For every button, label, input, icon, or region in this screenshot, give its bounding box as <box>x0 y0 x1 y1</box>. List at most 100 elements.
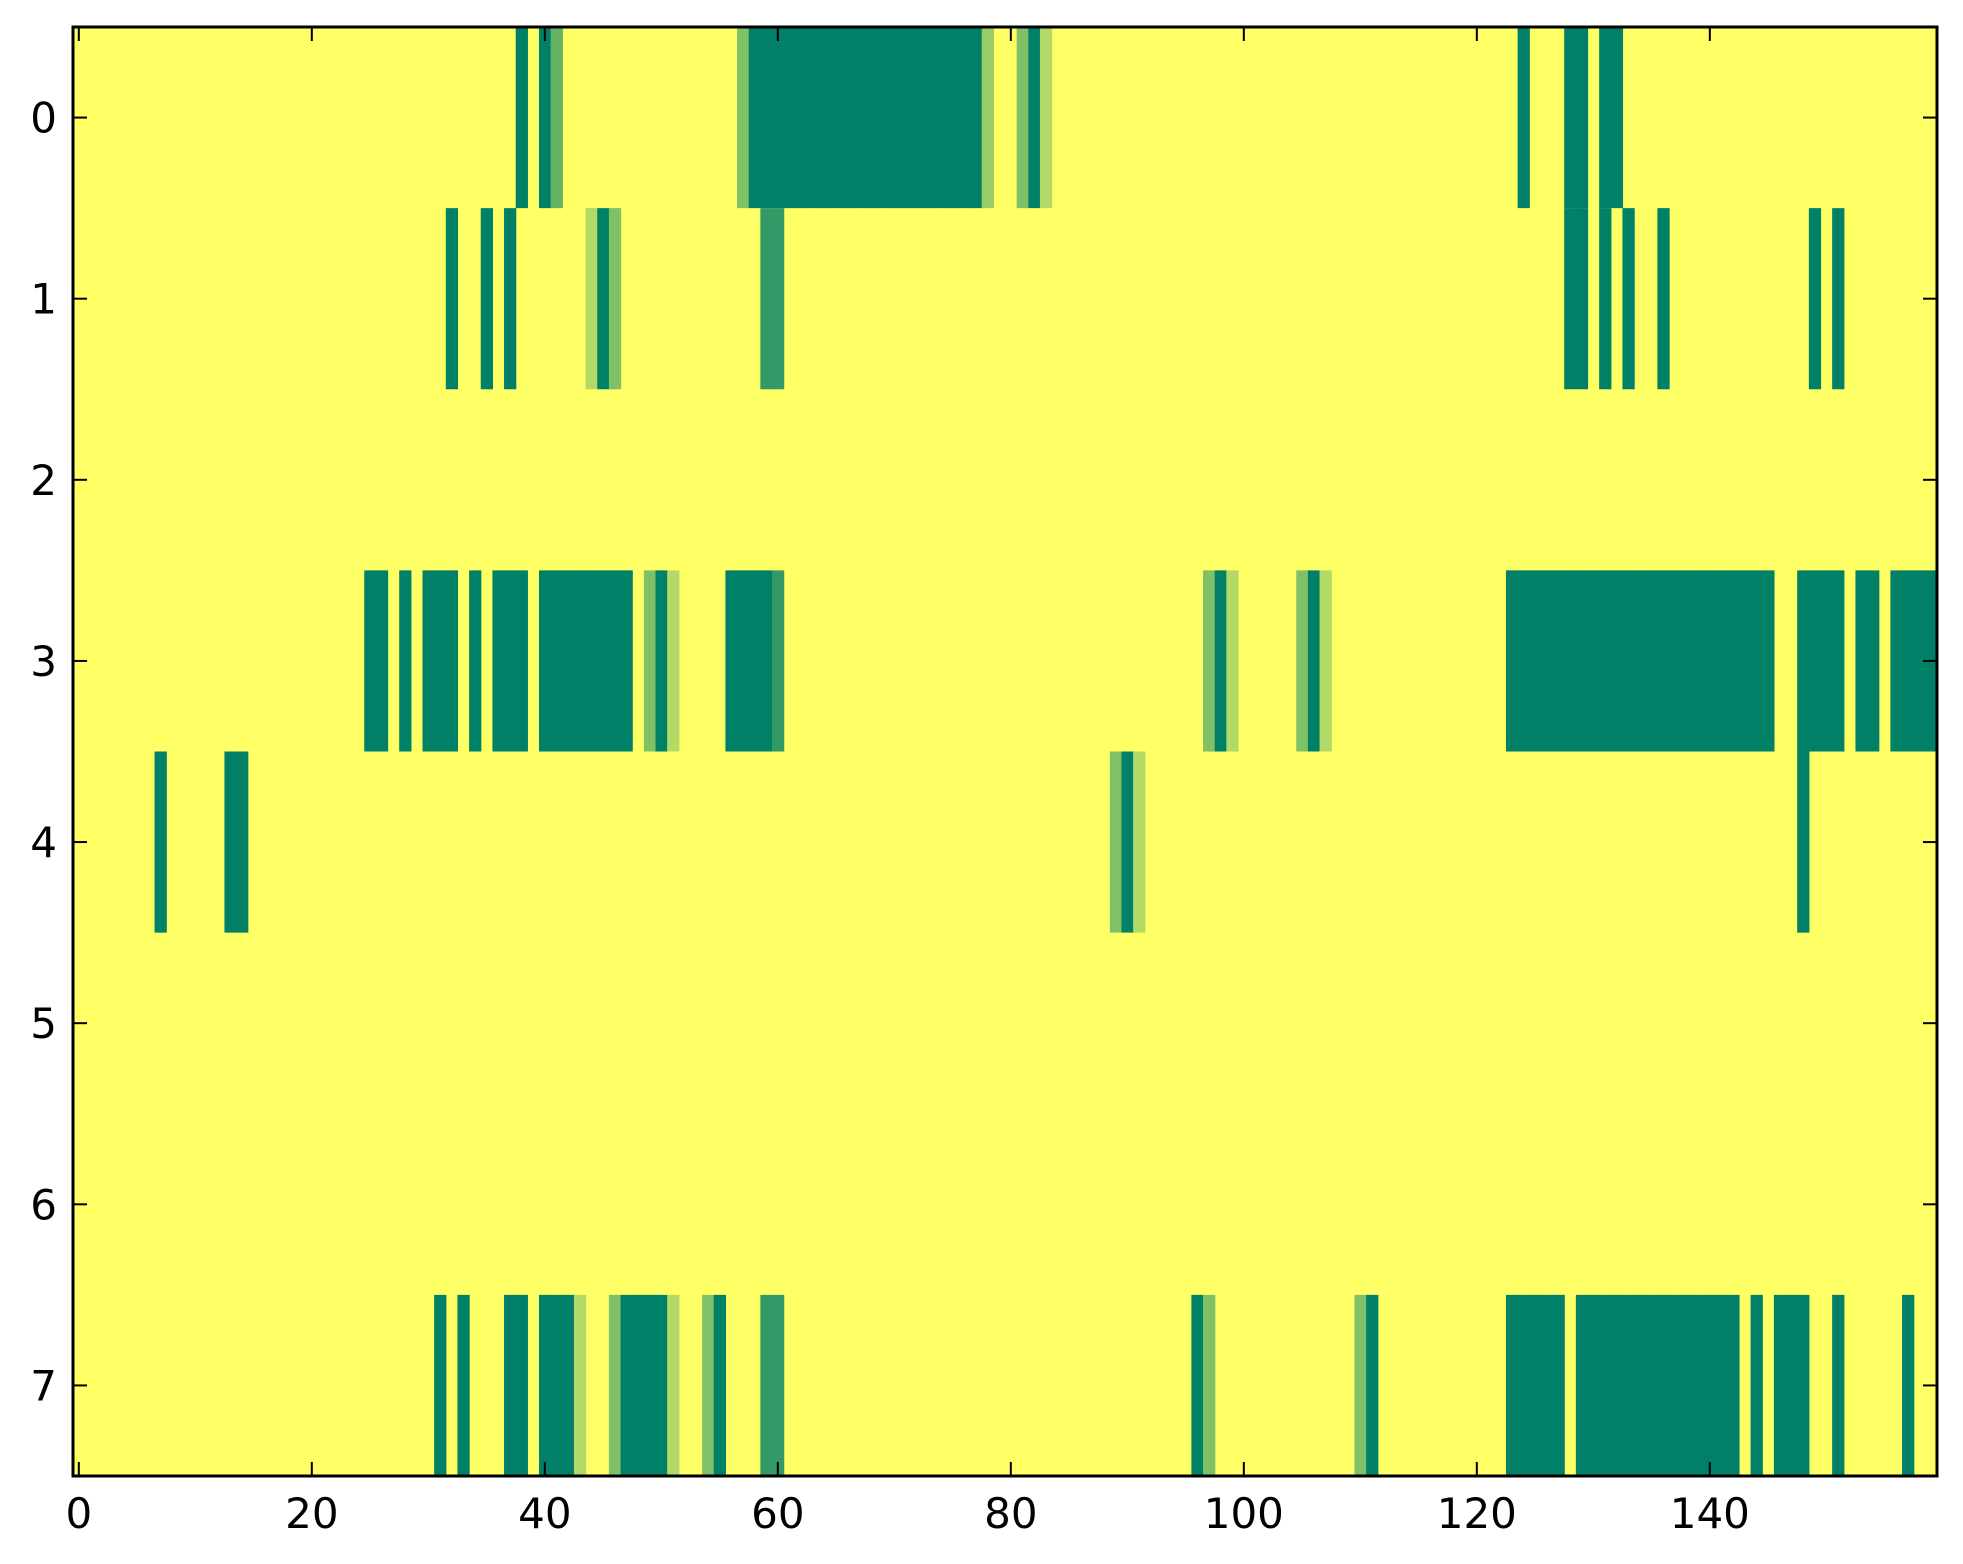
heatmap-cell <box>1505 1294 1519 1477</box>
heatmap-cell <box>1599 27 1612 209</box>
heatmap-cell <box>597 208 610 390</box>
heatmap-cell <box>550 27 563 209</box>
heatmap-cell <box>1622 208 1635 390</box>
heatmap-cell <box>399 570 412 752</box>
heatmap-cell <box>434 570 447 752</box>
heatmap-cell <box>1203 1294 1216 1477</box>
heatmap-cell <box>1599 570 1612 752</box>
heatmap-cell <box>795 27 808 209</box>
heatmap-cell <box>1867 570 1880 752</box>
heatmap-cell <box>702 1294 715 1477</box>
heatmap-cell <box>1529 1294 1542 1477</box>
plot-frame <box>71 25 1939 1478</box>
heatmap-cell <box>1680 570 1693 752</box>
heatmap-cell <box>772 570 785 752</box>
heatmap-cell <box>1575 208 1589 390</box>
heatmap-cell <box>504 1294 517 1477</box>
heatmap-cell <box>760 208 773 390</box>
x-tick-label: 20 <box>285 1489 338 1538</box>
heatmap-cell <box>1319 570 1332 752</box>
heatmap-cell <box>1902 570 1915 752</box>
heatmap-cell <box>434 1294 447 1477</box>
x-tick-label: 0 <box>65 1489 92 1538</box>
heatmap-cell <box>1529 570 1542 752</box>
heatmap-cell <box>1913 570 1926 752</box>
heatmap-cell <box>585 208 598 390</box>
heatmap-cell <box>1517 570 1530 752</box>
heatmap-cell <box>911 27 925 209</box>
heatmap-cell <box>608 570 622 752</box>
y-tick-label: 1 <box>30 275 57 324</box>
heatmap-cell <box>1727 570 1740 752</box>
heatmap-cell <box>1750 570 1763 752</box>
heatmap-cell <box>1575 570 1589 752</box>
heatmap-cell <box>1203 570 1216 752</box>
heatmap-cell <box>853 27 866 209</box>
heatmap-cell <box>550 1294 563 1477</box>
axis-ticks <box>73 27 1937 1476</box>
heatmap-cell <box>935 27 948 209</box>
heatmap-cell <box>1657 570 1670 752</box>
heatmap-cell <box>841 27 855 209</box>
heatmap-cell <box>1715 570 1728 752</box>
heatmap-cell <box>515 1294 528 1477</box>
heatmap-cell <box>1704 570 1717 752</box>
heatmap-cell <box>667 570 680 752</box>
x-tick-label: 140 <box>1670 1489 1750 1538</box>
heatmap-cell <box>806 27 820 209</box>
heatmap-cell <box>1692 1294 1705 1477</box>
heatmap-cell <box>1587 1294 1600 1477</box>
y-tick-label: 6 <box>30 1180 57 1229</box>
heatmap-cell <box>1109 751 1123 933</box>
heatmap-cell <box>748 27 761 209</box>
heatmap-cell <box>667 1294 680 1477</box>
heatmap-cell <box>1599 1294 1612 1477</box>
heatmap-cell <box>1517 27 1530 209</box>
heatmap-cell <box>1366 1294 1379 1477</box>
heatmap-cell <box>364 570 377 752</box>
heatmap-cell <box>1657 1294 1670 1477</box>
heatmap-cell <box>1307 570 1321 752</box>
heatmap-cell <box>772 1294 785 1477</box>
heatmap-cell <box>515 27 528 209</box>
heatmap-cell <box>1296 570 1309 752</box>
heatmap-cell <box>1540 570 1554 752</box>
heatmap-cell <box>655 1294 668 1477</box>
heatmap-cell <box>1634 570 1647 752</box>
heatmap-cell <box>923 27 936 209</box>
heatmap-cell <box>772 27 785 209</box>
heatmap-cell <box>1121 751 1134 933</box>
heatmap-cell <box>1750 1294 1763 1477</box>
heatmap-cell <box>1855 570 1868 752</box>
heatmap-cell <box>539 570 552 752</box>
heatmap-cell <box>445 208 459 390</box>
heatmap-cell <box>1680 1294 1693 1477</box>
heatmap-cell <box>375 570 389 752</box>
x-tick-label: 60 <box>751 1489 804 1538</box>
heatmap-cell <box>888 27 901 209</box>
heatmap-cell <box>865 27 878 209</box>
heatmap-cell <box>655 570 668 752</box>
heatmap-cell <box>539 1294 552 1477</box>
heatmap-cell <box>876 27 890 209</box>
heatmap-cell <box>1738 570 1752 752</box>
x-tick-label: 100 <box>1204 1489 1284 1538</box>
heatmap-cell <box>1354 1294 1367 1477</box>
heatmap-cell <box>1634 1294 1647 1477</box>
heatmap-cell <box>1552 1294 1565 1477</box>
heatmap-cell <box>1540 1294 1554 1477</box>
heatmap-cell <box>1564 570 1577 752</box>
heatmap-cell <box>830 27 843 209</box>
y-tick-label: 7 <box>30 1361 57 1410</box>
heatmap-cell <box>492 570 505 752</box>
heatmap-cell <box>760 1294 773 1477</box>
heatmap-cell <box>504 208 517 390</box>
heatmap-cell <box>1692 570 1705 752</box>
heatmap-cell <box>1797 1294 1810 1477</box>
heatmap-cell <box>1587 570 1600 752</box>
heatmap-cell <box>725 570 738 752</box>
heatmap-cell <box>1715 1294 1728 1477</box>
heatmap-cell <box>480 208 493 390</box>
heatmap-cell <box>946 27 959 209</box>
y-tick-label: 0 <box>30 94 57 143</box>
